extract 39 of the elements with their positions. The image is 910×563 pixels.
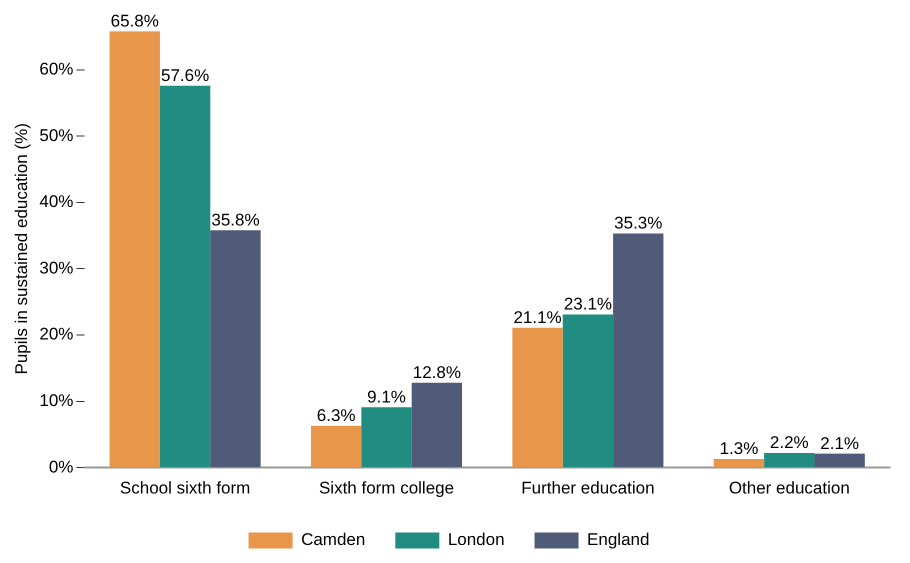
legend-label: England	[587, 530, 650, 550]
bar	[714, 458, 764, 468]
y-tick-label: 10%	[39, 390, 74, 410]
bar	[160, 86, 210, 468]
data-label: 1.3%	[720, 439, 758, 458]
bar	[110, 31, 160, 468]
x-tick-label: School sixth form	[120, 478, 250, 498]
y-axis-title: Pupils in sustained education (%)	[12, 123, 31, 374]
data-label: 35.3%	[614, 214, 662, 233]
data-label: 12.8%	[412, 362, 461, 382]
x-tick-label: Sixth form college	[318, 478, 454, 498]
data-label: 35.8%	[211, 210, 260, 230]
data-label: 2.1%	[820, 434, 860, 453]
bar	[814, 454, 865, 468]
y-tick-label: 20%	[39, 324, 74, 344]
y-tick-label: 30%	[39, 258, 74, 278]
bar	[764, 453, 814, 468]
bar	[361, 407, 412, 468]
bar	[613, 234, 664, 468]
y-tick-label: 50%	[39, 126, 74, 145]
y-tick-label: 0%	[48, 457, 74, 476]
data-label: 21.1%	[513, 308, 562, 327]
y-tick-label: 60%	[39, 59, 74, 78]
legend-label: Camden	[301, 530, 366, 550]
bar	[412, 382, 462, 468]
legend-label: London	[448, 530, 505, 550]
data-label: 9.1%	[367, 387, 406, 406]
bar	[562, 314, 614, 468]
bar	[210, 230, 261, 468]
bar	[310, 426, 362, 468]
bar	[512, 328, 563, 468]
data-label: 2.2%	[770, 433, 809, 452]
data-label: 23.1%	[564, 294, 612, 314]
data-label: 65.8%	[110, 12, 159, 31]
x-tick-label: Other education	[728, 478, 850, 498]
data-label: 57.6%	[161, 66, 210, 85]
x-tick-label: Further education	[521, 478, 655, 498]
data-label: 6.3%	[316, 406, 356, 426]
y-tick-label: 40%	[39, 192, 74, 212]
